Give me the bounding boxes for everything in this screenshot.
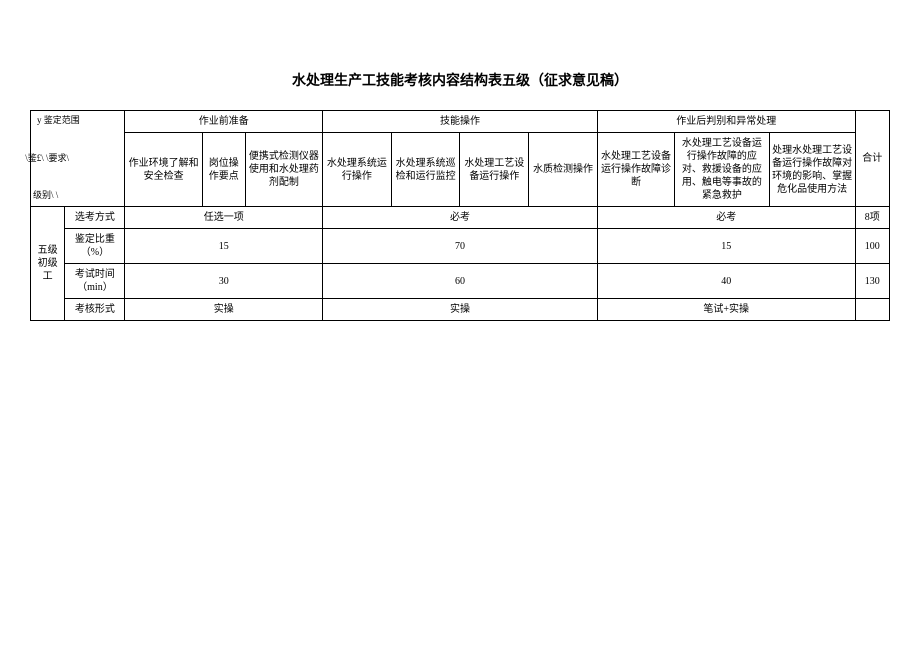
row-4-v1: 实操: [125, 299, 323, 321]
diag-mid: \鉴£\ \要求\: [25, 153, 69, 165]
col-1-1: 作业环境了解和安全检查: [125, 133, 202, 207]
col-3-2: 水处理工艺设备运行操作故障的应对、救援设备的应用、触电等事故的紧急救护: [675, 133, 769, 207]
page-title: 水处理生产工技能考核内容结构表五级（征求意见稿）: [30, 70, 890, 90]
row-4-total: [855, 299, 889, 321]
row-1-v3: 必考: [597, 207, 855, 229]
col-3-1: 水处理工艺设备运行操作故障诊断: [597, 133, 674, 207]
main-table: y 鉴定范围 \鉴£\ \要求\ 级别\ \ 作业前准备 技能操作 作业后判别和…: [30, 110, 890, 321]
row-4-v3: 笔试+实操: [597, 299, 855, 321]
diag-top: y 鉴定范围: [37, 115, 80, 127]
row-1-label: 选考方式: [65, 207, 125, 229]
row-3-v3: 40: [597, 264, 855, 299]
group-header-1: 作业前准备: [125, 111, 323, 133]
group-header-3: 作业后判别和异常处理: [597, 111, 855, 133]
row-1-v2: 必考: [323, 207, 598, 229]
col-2-4: 水质检测操作: [529, 133, 598, 207]
group-header-2: 技能操作: [323, 111, 598, 133]
row-2-v3: 15: [597, 229, 855, 264]
row-4-v2: 实操: [323, 299, 598, 321]
row-1-v1: 任选一项: [125, 207, 323, 229]
col-3-3: 处理水处理工艺设备运行操作故障对环境的影响、掌握危化品使用方法: [769, 133, 855, 207]
col-1-3: 便携式检测仪器使用和水处理药剂配制: [245, 133, 322, 207]
col-2-3: 水处理工艺设备运行操作: [460, 133, 529, 207]
row-3-total: 130: [855, 264, 889, 299]
row-1-total: 8项: [855, 207, 889, 229]
col-2-2: 水处理系统巡检和运行监控: [391, 133, 460, 207]
total-header: 合计: [855, 111, 889, 207]
diag-bot: 级别\ \: [33, 190, 58, 202]
row-3-v2: 60: [323, 264, 598, 299]
diag-header: y 鉴定范围 \鉴£\ \要求\ 级别\ \: [31, 111, 125, 207]
col-1-2: 岗位操作要点: [202, 133, 245, 207]
row-2-v2: 70: [323, 229, 598, 264]
level-label: 五级初级工: [31, 207, 65, 321]
row-2-total: 100: [855, 229, 889, 264]
row-3-label: 考试时间（min）: [65, 264, 125, 299]
row-2-label: 鉴定比重（%）: [65, 229, 125, 264]
col-2-1: 水处理系统运行操作: [323, 133, 392, 207]
row-2-v1: 15: [125, 229, 323, 264]
row-4-label: 考核形式: [65, 299, 125, 321]
row-3-v1: 30: [125, 264, 323, 299]
